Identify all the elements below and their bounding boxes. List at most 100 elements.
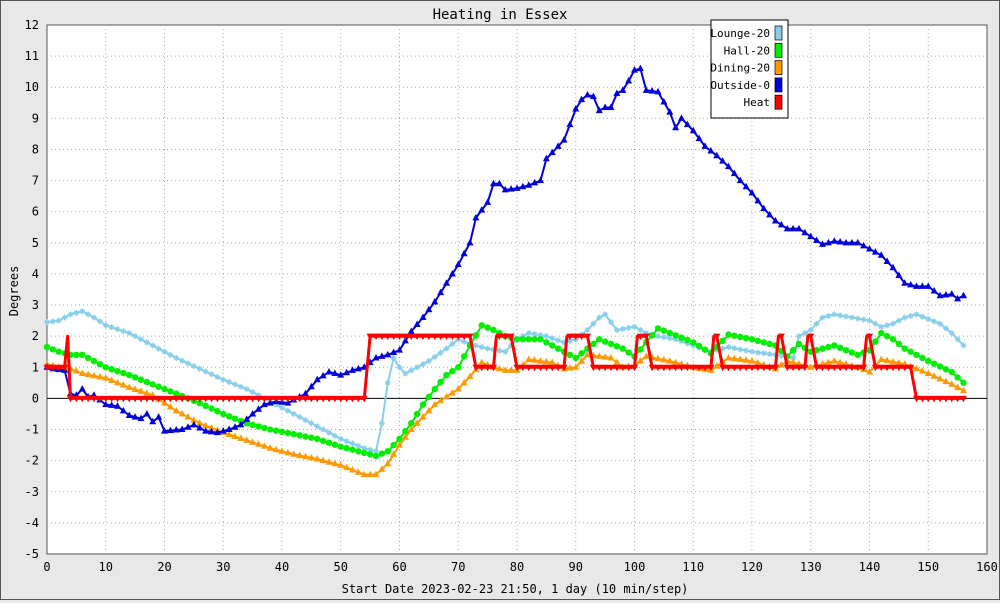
- data-point: [343, 438, 350, 445]
- data-point: [654, 87, 662, 95]
- data-point: [924, 282, 932, 289]
- data-point: [725, 331, 732, 338]
- data-point: [789, 364, 797, 372]
- data-point: [660, 355, 668, 363]
- data-point: [548, 358, 556, 366]
- data-point: [419, 413, 427, 420]
- data-point: [919, 354, 926, 362]
- y-tick-label: 4: [32, 267, 39, 281]
- data-point: [173, 354, 180, 361]
- data-point: [237, 395, 245, 403]
- data-point: [313, 395, 321, 403]
- data-point: [149, 417, 157, 425]
- data-point: [260, 442, 268, 449]
- data-point: [942, 377, 950, 385]
- data-point: [308, 420, 315, 427]
- data-point: [49, 364, 57, 372]
- data-point: [354, 364, 362, 372]
- data-point: [883, 257, 891, 264]
- data-point: [907, 348, 914, 355]
- data-point: [372, 353, 380, 361]
- data-point: [355, 448, 362, 455]
- data-point: [736, 355, 744, 363]
- data-point: [942, 366, 950, 373]
- data-point: [918, 395, 926, 403]
- data-point: [554, 345, 562, 352]
- data-point: [678, 338, 685, 345]
- data-point: [871, 364, 879, 372]
- legend-swatch: [774, 94, 783, 110]
- data-point: [895, 364, 903, 372]
- data-point: [91, 314, 97, 321]
- data-point: [895, 317, 902, 324]
- data-point: [613, 326, 620, 333]
- data-point: [754, 196, 762, 204]
- data-point: [466, 333, 474, 341]
- data-point: [319, 395, 327, 403]
- data-point: [843, 313, 849, 320]
- data-point: [502, 348, 509, 355]
- data-point: [642, 86, 650, 93]
- data-point: [67, 311, 74, 318]
- data-point: [760, 339, 767, 346]
- data-point: [290, 450, 298, 457]
- data-point: [378, 450, 386, 457]
- data-point: [448, 388, 456, 396]
- data-point: [314, 435, 321, 443]
- data-point: [660, 334, 667, 341]
- data-point: [725, 353, 732, 361]
- data-point: [872, 338, 879, 345]
- data-point: [772, 217, 779, 224]
- data-point: [625, 349, 632, 356]
- data-point: [225, 395, 233, 403]
- data-point: [613, 343, 621, 350]
- data-point: [930, 360, 938, 367]
- data-point: [525, 364, 533, 372]
- data-point: [219, 427, 227, 434]
- data-point: [443, 279, 450, 286]
- data-point: [360, 470, 368, 478]
- data-point: [460, 249, 468, 257]
- data-point: [96, 318, 103, 325]
- data-point: [648, 364, 656, 372]
- data-point: [660, 98, 668, 105]
- data-point: [302, 417, 309, 424]
- data-point: [337, 443, 344, 450]
- data-point: [155, 395, 163, 403]
- data-point: [495, 364, 503, 372]
- data-point: [613, 89, 621, 96]
- data-point: [354, 468, 362, 475]
- data-point: [907, 364, 915, 372]
- data-point: [178, 395, 186, 403]
- data-point: [325, 439, 333, 446]
- x-tick-label: 90: [569, 560, 583, 574]
- data-point: [137, 395, 145, 403]
- data-point: [918, 367, 926, 374]
- data-point: [555, 337, 562, 344]
- data-point: [131, 413, 139, 420]
- data-point: [214, 408, 221, 415]
- data-point: [566, 120, 574, 128]
- data-point: [161, 385, 168, 393]
- data-point: [73, 309, 80, 316]
- data-point: [707, 364, 715, 372]
- data-point: [378, 420, 385, 427]
- data-point: [813, 364, 821, 372]
- data-point: [960, 395, 967, 403]
- data-point: [484, 324, 491, 331]
- data-point: [384, 448, 391, 455]
- data-point: [407, 425, 415, 433]
- data-point: [449, 367, 456, 375]
- data-point: [114, 378, 121, 386]
- y-tick-label: 3: [32, 298, 39, 312]
- data-point: [937, 320, 943, 327]
- data-point: [214, 374, 221, 381]
- data-point: [830, 237, 838, 244]
- data-point: [960, 342, 967, 349]
- data-point: [401, 333, 409, 341]
- data-point: [478, 364, 486, 372]
- data-point: [689, 126, 697, 134]
- data-point: [167, 388, 174, 395]
- data-point: [85, 311, 92, 318]
- data-point: [901, 364, 909, 372]
